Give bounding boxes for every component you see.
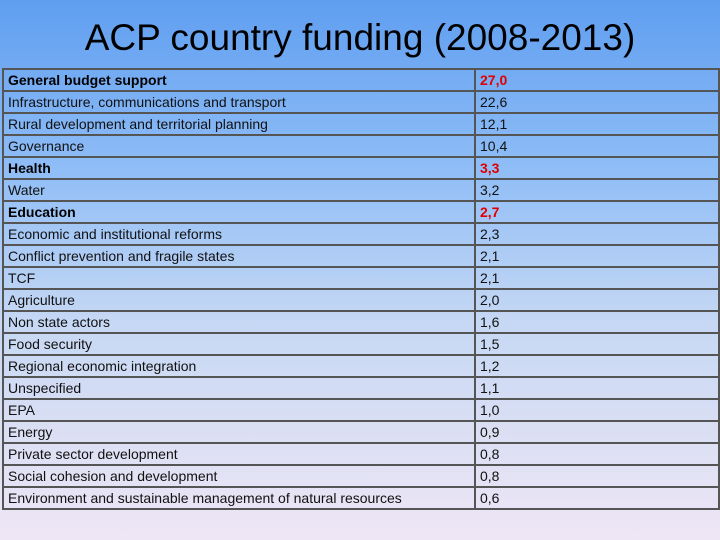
row-label: Water (2, 178, 476, 202)
row-label: Agriculture (2, 288, 476, 312)
row-label: Energy (2, 420, 476, 444)
row-value: 3,3 (474, 156, 720, 180)
row-label: TCF (2, 266, 476, 290)
row-label: Unspecified (2, 376, 476, 400)
row-value: 10,4 (474, 134, 720, 158)
row-label: Infrastructure, communications and trans… (2, 90, 476, 114)
table-row: Regional economic integration 1,2 (2, 354, 720, 378)
row-value: 0,6 (474, 486, 720, 510)
row-label: Economic and institutional reforms (2, 222, 476, 246)
table-row: Energy 0,9 (2, 420, 720, 444)
table-row: Economic and institutional reforms 2,3 (2, 222, 720, 246)
row-value: 2,3 (474, 222, 720, 246)
row-label: Rural development and territorial planni… (2, 112, 476, 136)
table-row: EPA 1,0 (2, 398, 720, 422)
table-row: General budget support 27,0 (2, 68, 720, 92)
row-label: EPA (2, 398, 476, 422)
row-label: Governance (2, 134, 476, 158)
row-label: General budget support (2, 68, 476, 92)
row-value: 1,0 (474, 398, 720, 422)
row-label: Education (2, 200, 476, 224)
table-row: Water 3,2 (2, 178, 720, 202)
table-row: Rural development and territorial planni… (2, 112, 720, 136)
row-value: 1,6 (474, 310, 720, 334)
table-row: Unspecified 1,1 (2, 376, 720, 400)
funding-table: General budget support 27,0 Infrastructure… (2, 68, 720, 510)
table-row: Agriculture 2,0 (2, 288, 720, 312)
table-row: Governance 10,4 (2, 134, 720, 158)
row-value: 2,7 (474, 200, 720, 224)
table-row: Non state actors 1,6 (2, 310, 720, 334)
row-value: 12,1 (474, 112, 720, 136)
table-row: Health 3,3 (2, 156, 720, 180)
row-value: 2,1 (474, 266, 720, 290)
table-row: Infrastructure, communications and trans… (2, 90, 720, 114)
row-value: 0,8 (474, 464, 720, 488)
slide-title: ACP country funding (2008-2013) (84, 17, 636, 58)
table-row: Social cohesion and development 0,8 (2, 464, 720, 488)
row-label: Environment and sustainable management o… (2, 486, 476, 510)
table-row: Conflict prevention and fragile states 2,… (2, 244, 720, 268)
row-value: 2,0 (474, 288, 720, 312)
row-label: Health (2, 156, 476, 180)
row-label: Non state actors (2, 310, 476, 334)
table-row: Environment and sustainable management o… (2, 486, 720, 510)
row-label: Private sector development (2, 442, 476, 466)
table-row: TCF 2,1 (2, 266, 720, 290)
row-label: Regional economic integration (2, 354, 476, 378)
row-value: 0,8 (474, 442, 720, 466)
table-row: Private sector development 0,8 (2, 442, 720, 466)
row-value: 3,2 (474, 178, 720, 202)
row-value: 1,1 (474, 376, 720, 400)
row-label: Conflict prevention and fragile states (2, 244, 476, 268)
row-value: 2,1 (474, 244, 720, 268)
row-value: 1,2 (474, 354, 720, 378)
row-value: 27,0 (474, 68, 720, 92)
row-value: 0,9 (474, 420, 720, 444)
row-value: 22,6 (474, 90, 720, 114)
row-value: 1,5 (474, 332, 720, 356)
table-row: Food security 1,5 (2, 332, 720, 356)
table-row: Education 2,7 (2, 200, 720, 224)
row-label: Food security (2, 332, 476, 356)
row-label: Social cohesion and development (2, 464, 476, 488)
